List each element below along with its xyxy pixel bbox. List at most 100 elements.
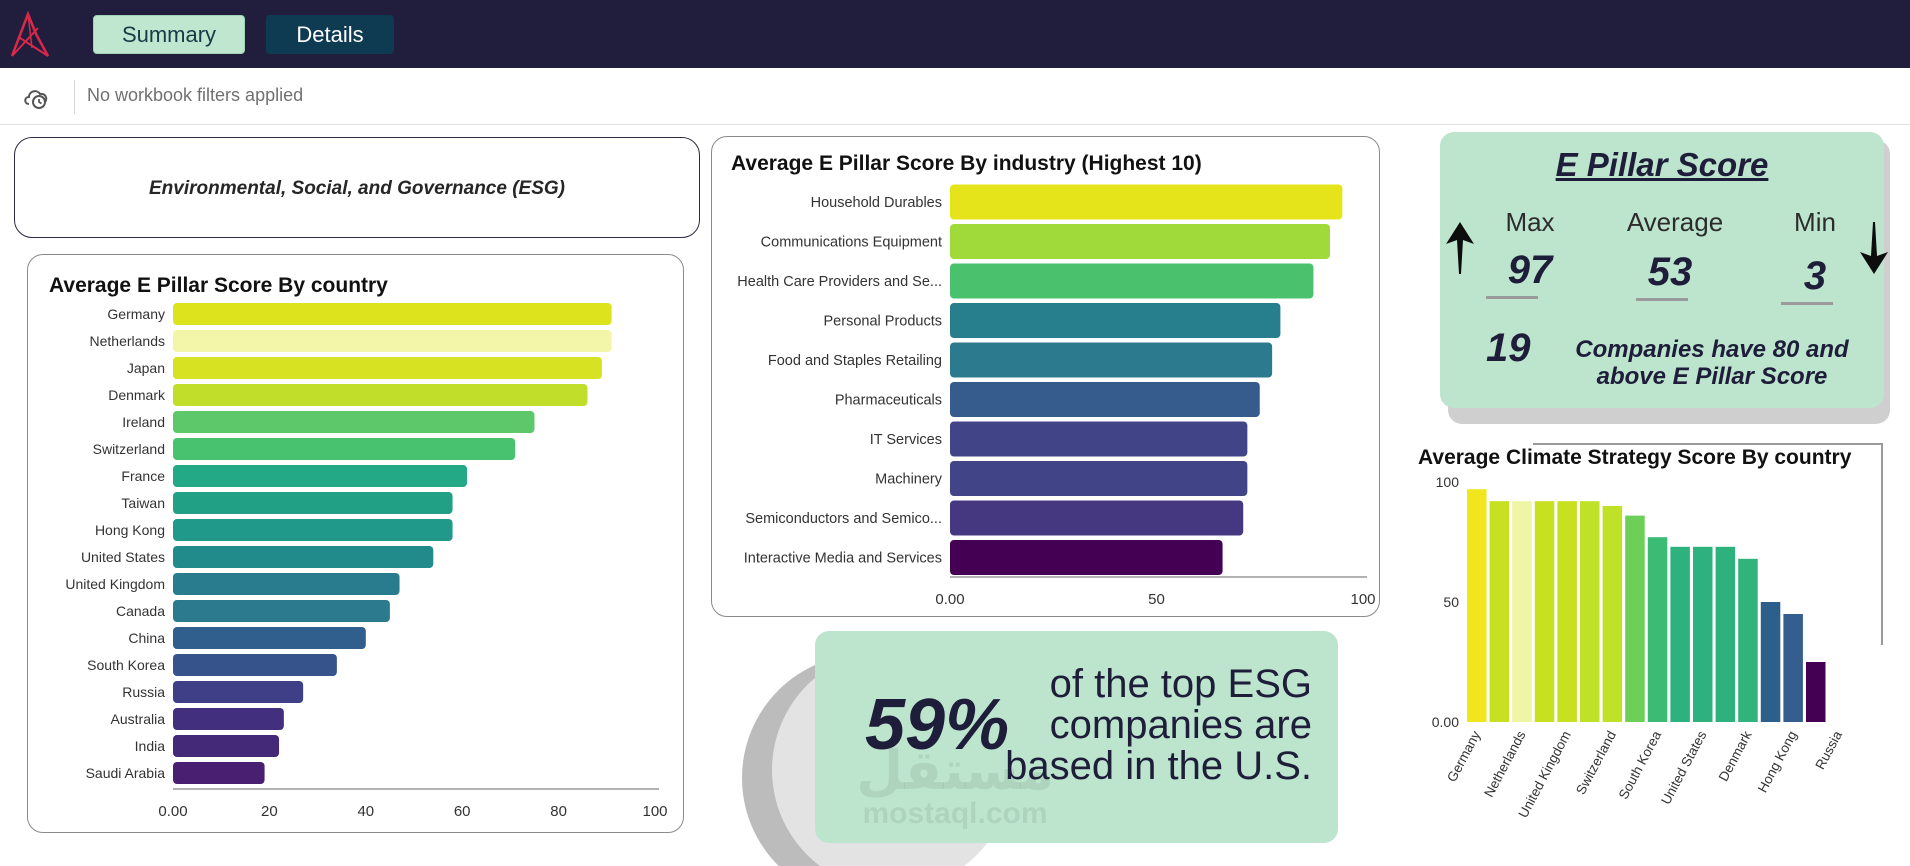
bar[interactable] — [173, 681, 304, 703]
x-tick-label: 0.00 — [935, 591, 964, 608]
category-label: China — [128, 630, 165, 646]
kpi-max-value: 97 — [1507, 248, 1553, 292]
x-tick-label: 20 — [261, 803, 278, 820]
x-tick-label: 80 — [550, 803, 567, 820]
industry-chart-panel: Average E Pillar Score By industry (High… — [711, 136, 1380, 617]
bar[interactable] — [1760, 602, 1781, 722]
bar[interactable] — [173, 762, 265, 784]
category-label: Ireland — [122, 414, 165, 430]
bar[interactable] — [1489, 501, 1510, 722]
category-label: United Kingdom — [65, 576, 165, 592]
bar[interactable] — [173, 303, 612, 325]
bar[interactable] — [950, 421, 1248, 457]
bar[interactable] — [950, 342, 1273, 378]
bar[interactable] — [173, 357, 602, 379]
bar[interactable] — [1625, 515, 1645, 722]
callout-text: of the top ESG companies are based in th… — [1005, 662, 1312, 788]
top-nav-bar: Summary Details — [0, 0, 1910, 68]
x-tick-label: 0.00 — [158, 803, 187, 820]
app-logo-icon[interactable] — [8, 8, 52, 60]
tab-details[interactable]: Details — [266, 15, 394, 54]
kpi-average-underline — [1636, 298, 1688, 301]
watermark: مستقل mostaql.com — [840, 744, 1070, 831]
bar[interactable] — [1738, 558, 1758, 722]
bar[interactable] — [1670, 546, 1690, 722]
bar[interactable] — [173, 600, 390, 622]
category-label: Personal Products — [824, 314, 942, 330]
bar[interactable] — [173, 438, 516, 460]
bar[interactable] — [950, 461, 1248, 496]
bar[interactable] — [950, 263, 1314, 299]
x-tick-label: Hong Kong — [1755, 728, 1800, 795]
bar[interactable] — [950, 303, 1281, 338]
kpi-max-label: Max — [1505, 207, 1555, 237]
kpi-heading: E Pillar Score — [1555, 146, 1769, 183]
bar[interactable] — [173, 654, 337, 676]
bar[interactable] — [950, 184, 1343, 220]
bar[interactable] — [1467, 489, 1487, 722]
filter-divider — [74, 80, 75, 114]
category-label: Semiconductors and Semico... — [745, 511, 942, 527]
bar[interactable] — [1580, 501, 1600, 722]
bar[interactable] — [173, 465, 468, 487]
bar[interactable] — [173, 411, 535, 433]
bar[interactable] — [1693, 546, 1713, 722]
bar[interactable] — [950, 382, 1260, 417]
bar[interactable] — [1783, 614, 1803, 722]
x-tick-label: 100 — [1350, 591, 1375, 608]
bar[interactable] — [173, 519, 453, 541]
category-label: India — [135, 738, 166, 754]
filter-bar: No workbook filters applied — [0, 68, 1910, 125]
country-chart: Germany Netherlands Japan Denmark Ireland Swi… — [65, 303, 668, 820]
x-tick-label: 100 — [642, 803, 667, 820]
category-label: Japan — [127, 360, 165, 376]
bar[interactable] — [173, 384, 588, 406]
bar[interactable] — [950, 500, 1244, 536]
bar[interactable] — [173, 735, 280, 757]
bar[interactable] — [950, 224, 1330, 259]
category-label: IT Services — [870, 432, 942, 448]
cloud-clock-icon[interactable] — [22, 84, 50, 110]
bar[interactable] — [1602, 506, 1623, 722]
bar[interactable] — [1512, 501, 1532, 722]
filter-status-text: No workbook filters applied — [87, 85, 304, 105]
kpi-count-text: Companies have 80 and above E Pillar Sco… — [1575, 336, 1849, 390]
callout-percent: 59% — [865, 685, 1010, 765]
kpi-min-label: Min — [1794, 207, 1836, 237]
bar[interactable] — [1806, 662, 1826, 722]
bar[interactable] — [173, 708, 284, 730]
kpi-max-underline — [1486, 296, 1538, 299]
y-tick-label: 100 — [1436, 474, 1460, 490]
kpi-average-label: Average — [1626, 207, 1724, 237]
tab-summary[interactable]: Summary — [93, 15, 245, 54]
bar[interactable] — [1534, 501, 1555, 722]
category-label: Saudi Arabia — [86, 765, 166, 781]
bar[interactable] — [1647, 537, 1668, 722]
climate-chart-title: Average Climate Strategy Score By countr… — [1418, 446, 1852, 469]
bar[interactable] — [1715, 546, 1736, 722]
bar[interactable] — [950, 540, 1223, 575]
y-tick-label: 50 — [1443, 594, 1459, 610]
x-tick-label: Germany — [1444, 728, 1483, 784]
category-label: Taiwan — [121, 495, 165, 511]
bar[interactable] — [173, 627, 366, 649]
kpi-average-value: 53 — [1647, 250, 1693, 294]
arrow-down-icon — [1860, 222, 1888, 274]
category-label: Health Care Providers and Se... — [737, 274, 942, 290]
industry-chart-title: Average E Pillar Score By industry (High… — [731, 152, 1202, 175]
bar[interactable] — [1557, 501, 1577, 722]
category-label: South Korea — [87, 657, 165, 673]
esg-title-panel: Environmental, Social, and Governance (E… — [14, 137, 700, 238]
bar[interactable] — [173, 492, 453, 514]
category-label: Denmark — [108, 387, 166, 403]
x-tick-label: Denmark — [1716, 728, 1755, 784]
category-label: Machinery — [875, 472, 943, 488]
bar[interactable] — [173, 330, 612, 352]
kpi-min-value: 3 — [1803, 254, 1827, 298]
bar[interactable] — [173, 546, 434, 568]
bar[interactable] — [173, 573, 400, 595]
category-label: Canada — [116, 603, 165, 619]
country-chart-panel: Average E Pillar Score By country German… — [27, 254, 684, 833]
x-tick-label: 60 — [454, 803, 471, 820]
